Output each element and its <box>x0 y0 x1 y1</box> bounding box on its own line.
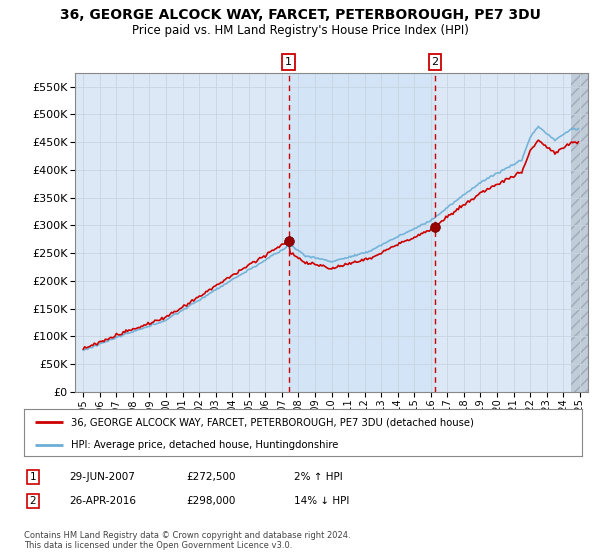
Text: 29-JUN-2007: 29-JUN-2007 <box>69 472 135 482</box>
Text: HPI: Average price, detached house, Huntingdonshire: HPI: Average price, detached house, Hunt… <box>71 440 339 450</box>
Text: £272,500: £272,500 <box>186 472 235 482</box>
Text: 36, GEORGE ALCOCK WAY, FARCET, PETERBOROUGH, PE7 3DU: 36, GEORGE ALCOCK WAY, FARCET, PETERBORO… <box>59 8 541 22</box>
Text: 2: 2 <box>29 496 37 506</box>
Text: £298,000: £298,000 <box>186 496 235 506</box>
Text: 2: 2 <box>431 57 439 67</box>
Text: 1: 1 <box>285 57 292 67</box>
Text: 26-APR-2016: 26-APR-2016 <box>69 496 136 506</box>
Bar <box>571 73 588 392</box>
Text: 36, GEORGE ALCOCK WAY, FARCET, PETERBOROUGH, PE7 3DU (detached house): 36, GEORGE ALCOCK WAY, FARCET, PETERBORO… <box>71 417 475 427</box>
Text: 2% ↑ HPI: 2% ↑ HPI <box>294 472 343 482</box>
Text: 14% ↓ HPI: 14% ↓ HPI <box>294 496 349 506</box>
Text: 1: 1 <box>29 472 37 482</box>
Text: Contains HM Land Registry data © Crown copyright and database right 2024.
This d: Contains HM Land Registry data © Crown c… <box>24 531 350 550</box>
Bar <box>289 73 435 392</box>
Text: Price paid vs. HM Land Registry's House Price Index (HPI): Price paid vs. HM Land Registry's House … <box>131 24 469 36</box>
